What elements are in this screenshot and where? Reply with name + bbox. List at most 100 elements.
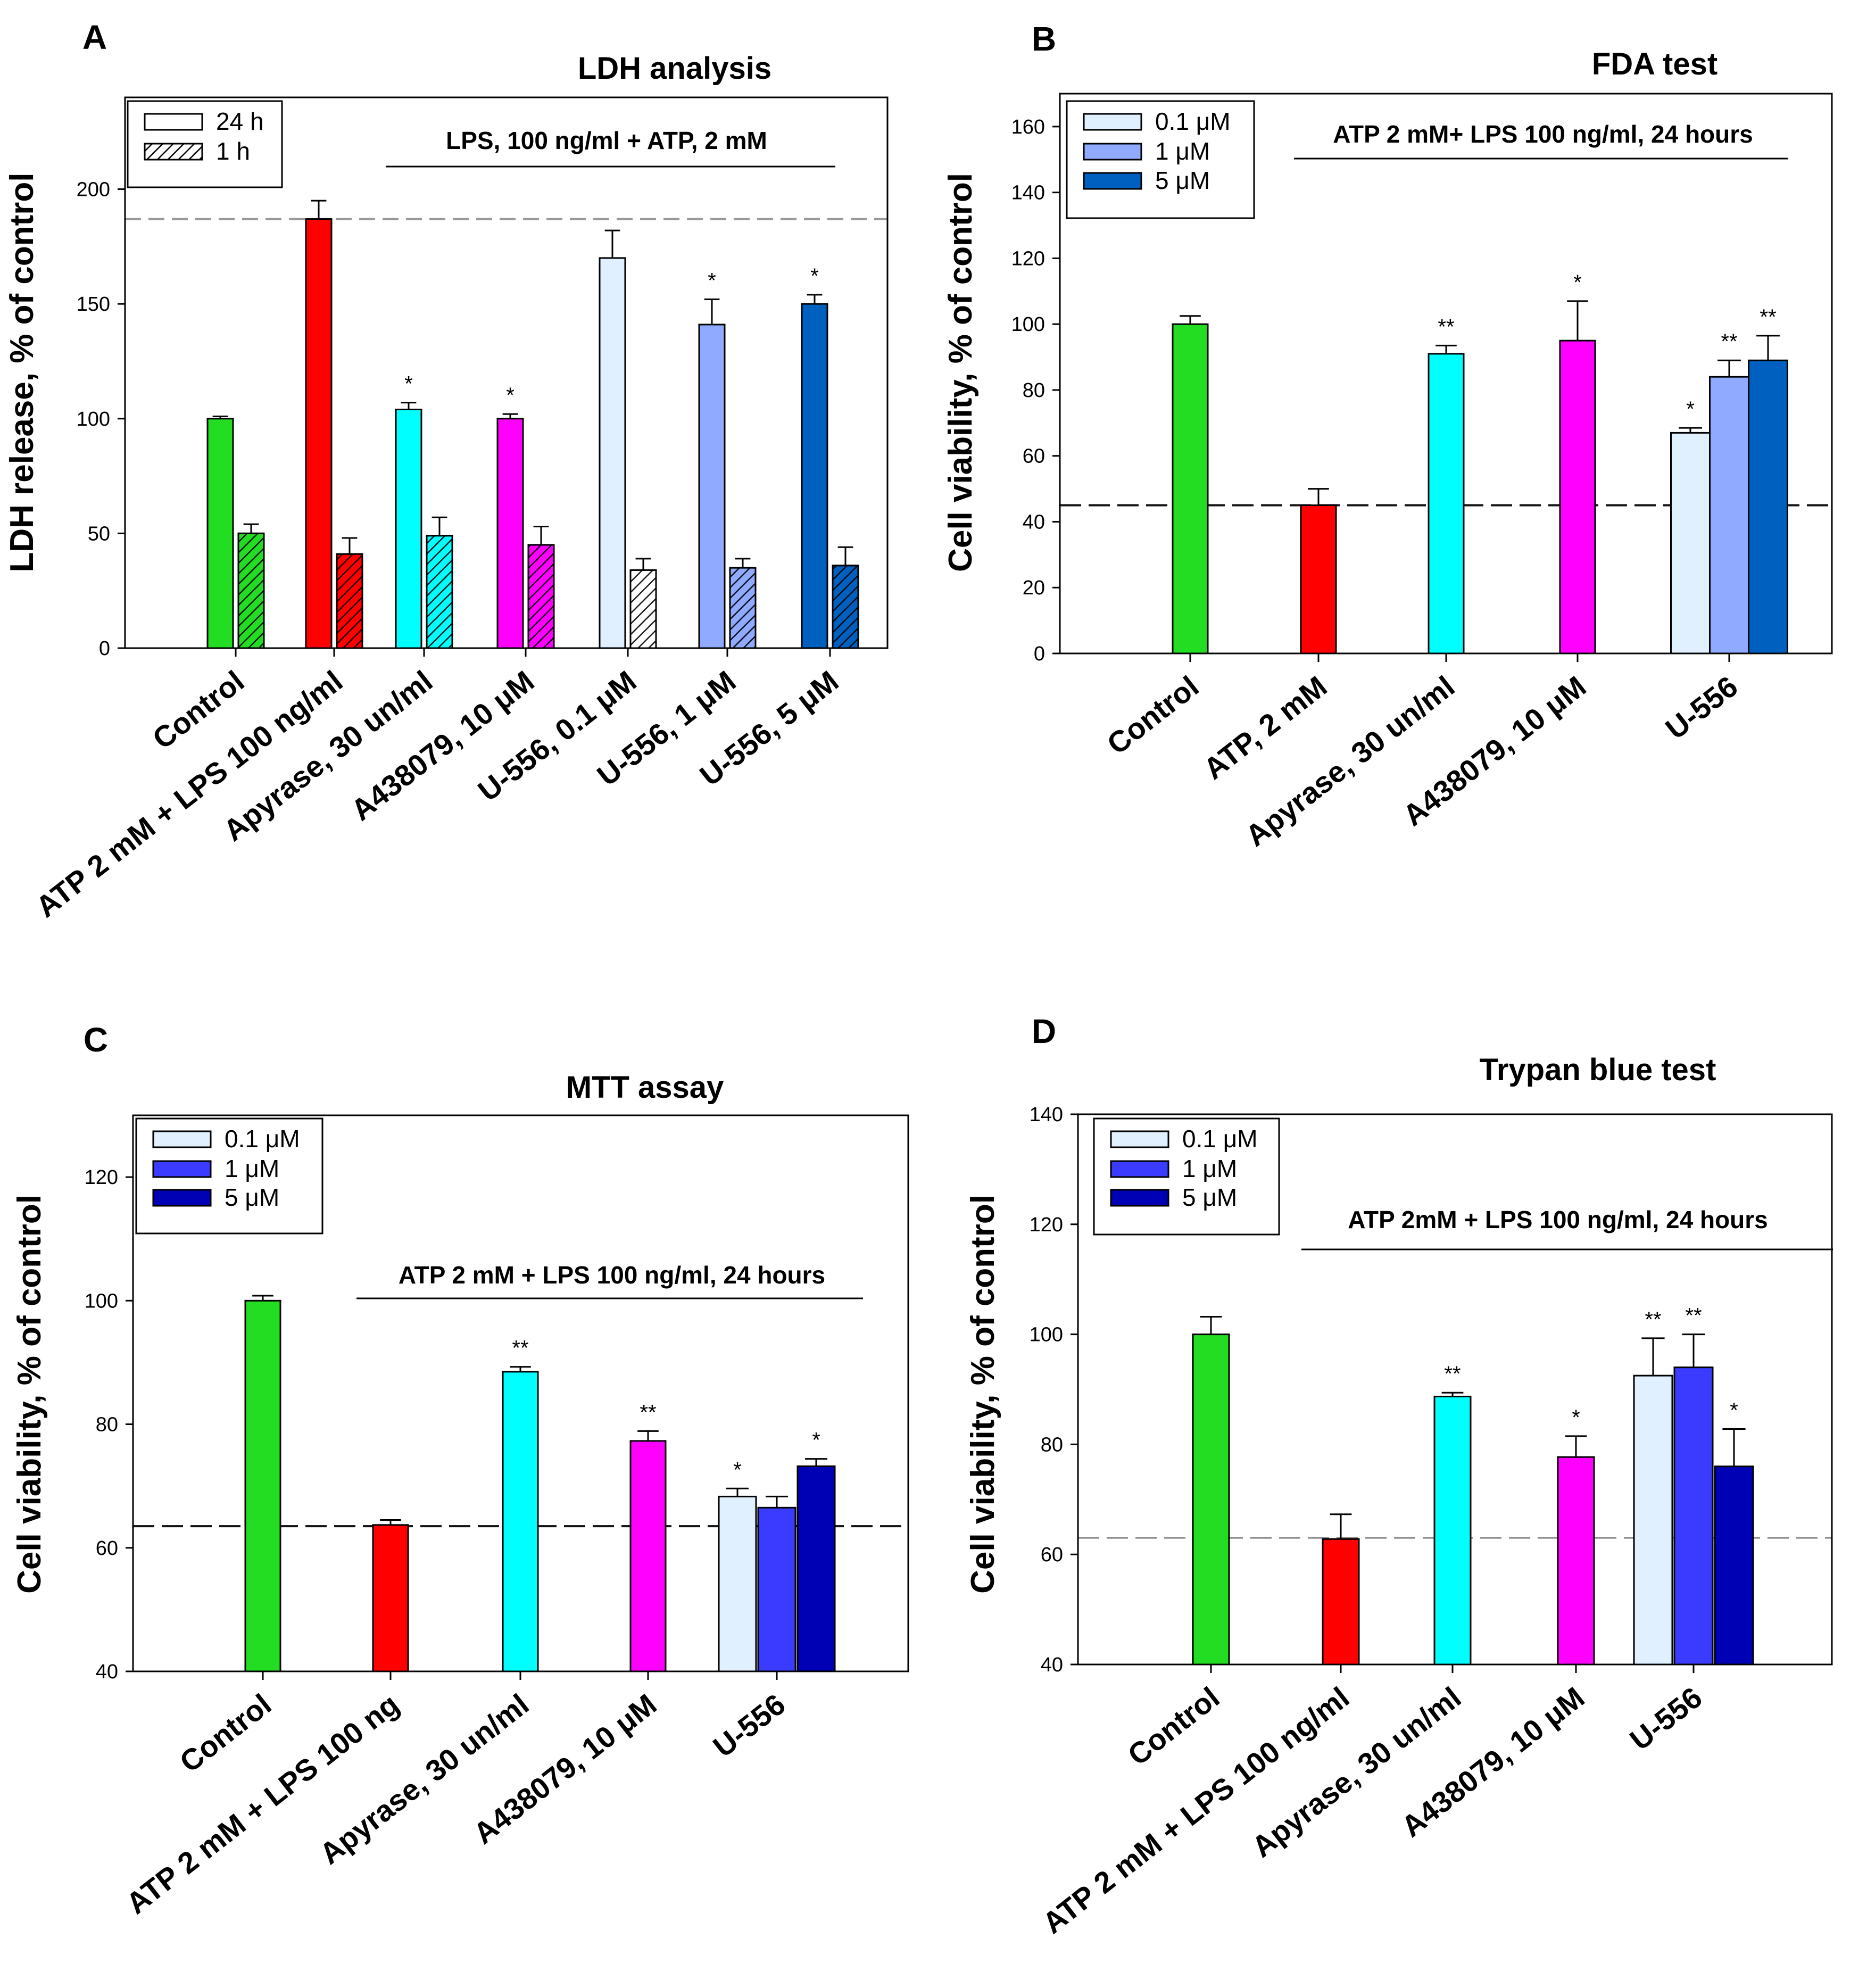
significance-label: ** xyxy=(640,1401,656,1424)
x-tick-label: U-556 xyxy=(707,1687,791,1764)
y-tick-label: 60 xyxy=(96,1537,118,1560)
legend-label: 5 μM xyxy=(1155,167,1210,194)
legend-label: 0.1 μM xyxy=(225,1125,300,1153)
bar-u556-1 xyxy=(1709,376,1749,655)
significance-label: ** xyxy=(1760,305,1776,329)
panel-b: B FDA test Cell viability, % of control 0 20… xyxy=(942,20,1833,853)
legend-swatch-hatch xyxy=(144,143,203,161)
bar xyxy=(502,1371,539,1672)
x-tick-label: Apyrase, 30 un/ml xyxy=(1246,1680,1467,1864)
bar xyxy=(1300,504,1337,655)
y-tick-label: 60 xyxy=(1023,445,1045,468)
bar-1h-hatch xyxy=(629,569,657,649)
significance-label: * xyxy=(733,1458,742,1481)
y-tick-label: 140 xyxy=(1011,182,1045,204)
bar-24h xyxy=(599,257,626,649)
legend-label: 5 μM xyxy=(225,1183,279,1211)
significance-label: ** xyxy=(1444,1362,1461,1386)
bar xyxy=(1428,353,1465,655)
bar-1h-hatch xyxy=(729,567,757,649)
significance-label: * xyxy=(810,264,819,288)
bar-u556-0 xyxy=(1633,1374,1673,1666)
legend-swatch xyxy=(1083,113,1142,131)
chart-title: LDH analysis xyxy=(578,51,771,86)
bar-24h xyxy=(305,218,333,649)
bar-1h-hatch xyxy=(527,544,555,649)
y-axis-label: Cell viability, % of control xyxy=(965,1195,1001,1594)
y-tick-label: 120 xyxy=(85,1166,118,1189)
significance-label: ** xyxy=(1721,330,1737,353)
panel-letter: B xyxy=(1032,20,1056,58)
x-tick-label: U-556 xyxy=(1623,1680,1708,1757)
y-tick-label: 40 xyxy=(1041,1654,1063,1676)
bar-1h-hatch xyxy=(832,565,859,649)
bar-24h xyxy=(496,418,524,649)
significance-label: * xyxy=(708,269,716,293)
legend-swatch xyxy=(1083,172,1142,190)
legend-label: 1 h xyxy=(216,137,250,165)
y-tick-label: 200 xyxy=(77,179,110,201)
legend-label: 0.1 μM xyxy=(1182,1125,1258,1153)
significance-label: * xyxy=(1730,1398,1738,1422)
bar-24h xyxy=(206,418,234,649)
y-tick-label: 0 xyxy=(1034,643,1045,665)
treatment-annotation: LPS, 100 ng/ml + ATP, 2 mM xyxy=(446,127,767,154)
legend-label: 5 μM xyxy=(1182,1183,1237,1211)
significance-label: * xyxy=(506,384,515,407)
bar-24h xyxy=(698,324,726,649)
legend-swatch xyxy=(1110,1189,1169,1207)
significance-label: * xyxy=(812,1429,820,1452)
legend-label: 24 h xyxy=(216,107,264,135)
bar-24h xyxy=(395,409,422,649)
legend-swatch xyxy=(1110,1130,1169,1148)
bar-u556-0 xyxy=(718,1495,757,1672)
y-tick-label: 120 xyxy=(1011,247,1045,270)
legend-swatch xyxy=(152,1160,212,1178)
bar-u556-2 xyxy=(1714,1465,1754,1666)
bar xyxy=(1322,1538,1360,1666)
y-tick-label: 100 xyxy=(1011,313,1045,336)
bar-u556-2 xyxy=(796,1465,836,1672)
panel-d: D Trypan blue test Cell viability, % of co… xyxy=(965,1012,1833,1940)
y-axis-label: LDH release, % of control xyxy=(4,172,40,572)
y-tick-label: 0 xyxy=(99,637,110,660)
y-axis-label: Cell viability, % of control xyxy=(11,1195,48,1594)
x-tick-label: Apyrase, 30 un/ml xyxy=(1239,669,1461,853)
y-tick-label: 40 xyxy=(96,1661,118,1683)
significance-label: ** xyxy=(512,1337,528,1360)
panel-letter: D xyxy=(1032,1012,1056,1050)
legend-swatch xyxy=(144,113,203,131)
y-tick-label: 100 xyxy=(1030,1324,1063,1346)
y-tick-label: 150 xyxy=(77,293,110,316)
legend-label: 1 μM xyxy=(225,1155,279,1182)
panel-letter: A xyxy=(82,18,107,56)
y-tick-label: 100 xyxy=(77,408,110,430)
y-tick-label: 60 xyxy=(1041,1544,1063,1566)
x-tick-label: Apyrase, 30 un/ml xyxy=(313,1687,535,1871)
chart-title: MTT assay xyxy=(566,1070,724,1105)
legend-label: 1 μM xyxy=(1182,1155,1237,1182)
significance-label: * xyxy=(1686,397,1695,421)
y-tick-label: 50 xyxy=(88,523,110,545)
treatment-annotation: ATP 2 mM+ LPS 100 ng/ml, 24 hours xyxy=(1333,120,1753,148)
legend-swatch xyxy=(152,1130,212,1148)
bar xyxy=(372,1524,409,1672)
legend-swatch xyxy=(1110,1160,1169,1178)
bar xyxy=(629,1440,667,1672)
y-tick-label: 120 xyxy=(1030,1214,1063,1236)
chart-title: FDA test xyxy=(1592,47,1717,81)
bar xyxy=(1192,1333,1230,1666)
bar-u556-2 xyxy=(1748,359,1788,655)
bar-1h-hatch xyxy=(426,535,453,649)
significance-label: * xyxy=(404,372,413,396)
y-axis-label: Cell viability, % of control xyxy=(942,173,979,572)
y-tick-label: 160 xyxy=(1011,116,1045,138)
bar xyxy=(244,1299,281,1672)
y-tick-label: 20 xyxy=(1023,577,1045,599)
significance-label: ** xyxy=(1438,315,1454,338)
y-tick-label: 80 xyxy=(96,1414,118,1436)
y-tick-label: 100 xyxy=(85,1290,118,1312)
panel-letter: C xyxy=(84,1021,108,1059)
legend-swatch xyxy=(1083,143,1142,161)
